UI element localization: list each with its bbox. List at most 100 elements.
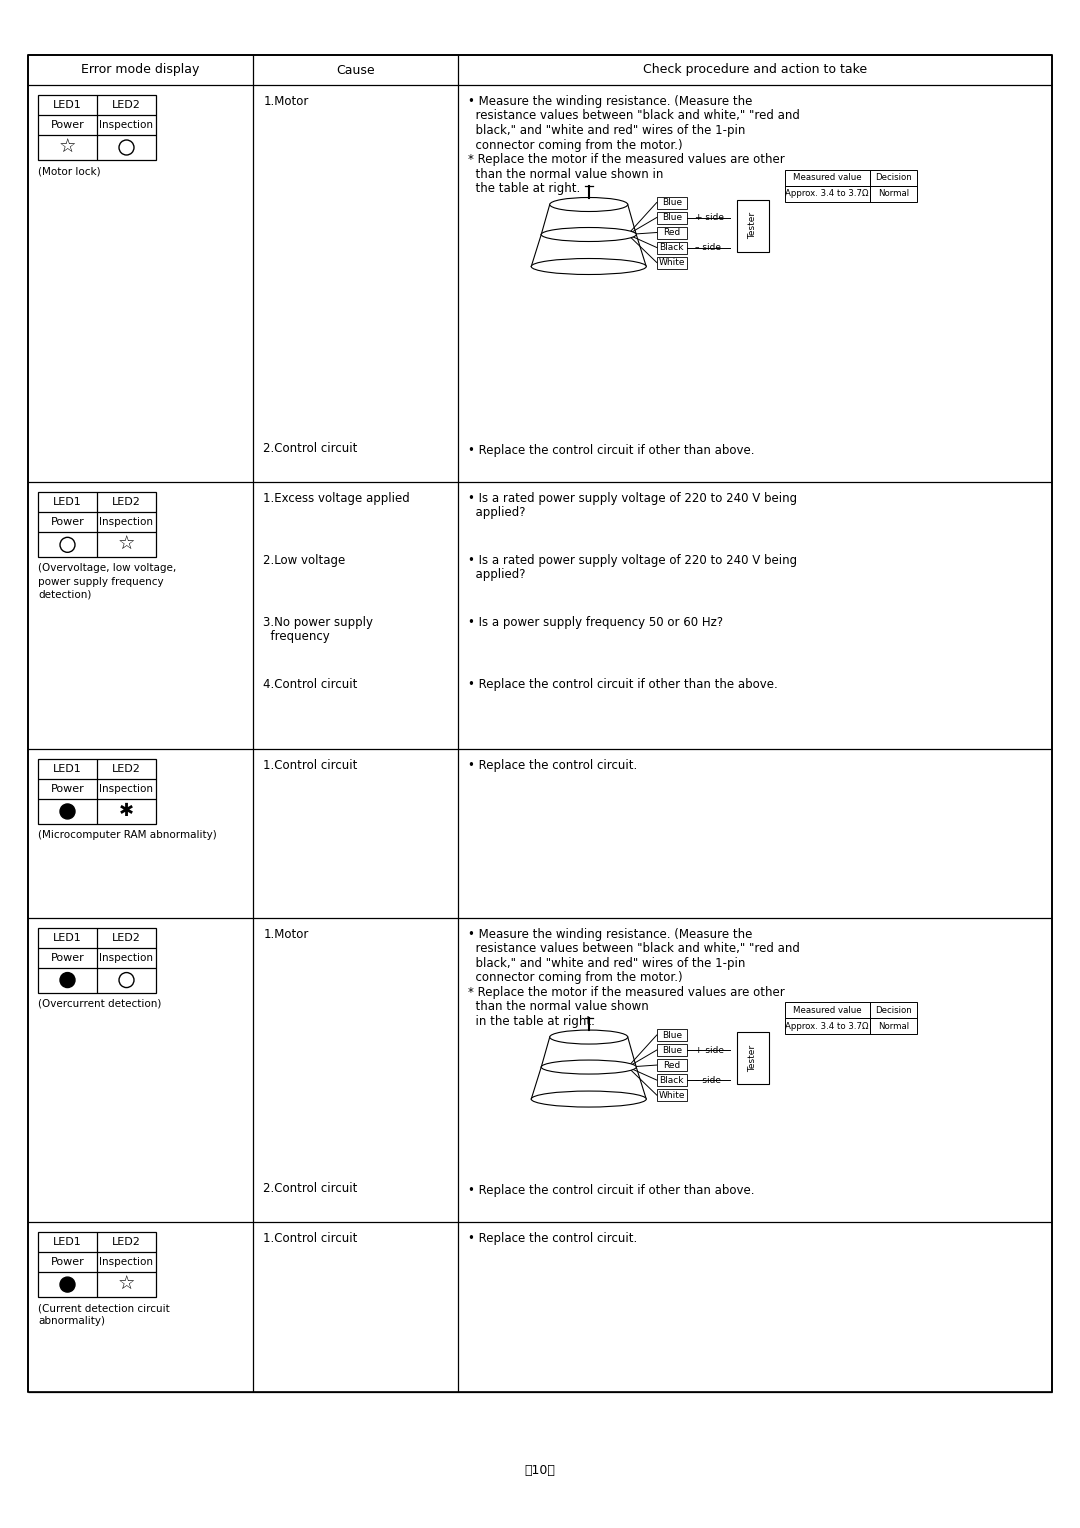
Text: resistance values between "black and white," "red and: resistance values between "black and whi… (468, 110, 800, 122)
Text: Inspection: Inspection (99, 1258, 153, 1267)
Text: 1.Control circuit: 1.Control circuit (264, 759, 357, 772)
Text: • Is a rated power supply voltage of 220 to 240 V being: • Is a rated power supply voltage of 220… (468, 492, 797, 506)
Bar (785, 1002, 869, 1018)
Bar (38, 492, 156, 558)
Text: LED1: LED1 (53, 1238, 82, 1247)
Text: connector coming from the motor.): connector coming from the motor.) (468, 139, 683, 151)
Text: －10－: －10－ (525, 1464, 555, 1476)
Text: Blue: Blue (662, 1045, 681, 1054)
Text: LED2: LED2 (112, 99, 140, 110)
Text: Decision: Decision (875, 173, 912, 182)
Text: Measured value: Measured value (793, 173, 862, 182)
Bar (657, 1059, 687, 1071)
Text: (Overcurrent detection): (Overcurrent detection) (38, 999, 161, 1008)
Bar (737, 1031, 769, 1083)
Text: * Replace the motor if the measured values are other: * Replace the motor if the measured valu… (468, 153, 785, 167)
Bar (657, 197, 687, 208)
Text: + side: + side (694, 212, 724, 222)
Text: LED2: LED2 (112, 932, 140, 943)
Text: • Replace the control circuit.: • Replace the control circuit. (468, 1232, 637, 1245)
Text: Tester: Tester (748, 212, 757, 238)
Bar (785, 185, 869, 202)
Text: 1.Motor: 1.Motor (264, 95, 309, 108)
Text: 1.Control circuit: 1.Control circuit (264, 1232, 357, 1245)
Text: • Replace the control circuit if other than above.: • Replace the control circuit if other t… (468, 1184, 755, 1196)
Bar (869, 170, 917, 185)
Text: • Measure the winding resistance. (Measure the: • Measure the winding resistance. (Measu… (468, 927, 753, 941)
Ellipse shape (550, 197, 627, 211)
Text: – side: – side (694, 243, 720, 252)
Bar (657, 1074, 687, 1086)
Bar (869, 185, 917, 202)
Text: LED1: LED1 (53, 497, 82, 507)
Text: 2.Low voltage: 2.Low voltage (264, 555, 346, 567)
Text: Inspection: Inspection (99, 518, 153, 527)
Bar (785, 1018, 869, 1034)
Text: Inspection: Inspection (99, 121, 153, 130)
Text: Blue: Blue (662, 1030, 681, 1039)
Text: • Measure the winding resistance. (Measure the: • Measure the winding resistance. (Measu… (468, 95, 753, 108)
Text: * Replace the motor if the measured values are other: * Replace the motor if the measured valu… (468, 986, 785, 999)
Text: in the table at right.: in the table at right. (468, 1015, 595, 1027)
Text: Approx. 3.4 to 3.7Ω: Approx. 3.4 to 3.7Ω (785, 189, 869, 199)
Text: Normal: Normal (878, 1022, 908, 1030)
Bar (869, 1002, 917, 1018)
Text: Power: Power (51, 1258, 84, 1267)
Ellipse shape (531, 1091, 646, 1108)
Text: – side: – side (694, 1076, 720, 1085)
Text: Red: Red (663, 1060, 680, 1070)
Bar (38, 759, 156, 824)
Text: black," and "white and red" wires of the 1-pin: black," and "white and red" wires of the… (468, 124, 745, 138)
Text: Measured value: Measured value (793, 1005, 862, 1015)
Text: 4.Control circuit: 4.Control circuit (264, 678, 357, 691)
Bar (737, 200, 769, 252)
Text: 3.No power supply: 3.No power supply (264, 616, 374, 630)
Text: • Is a power supply frequency 50 or 60 Hz?: • Is a power supply frequency 50 or 60 H… (468, 616, 724, 630)
Ellipse shape (531, 258, 646, 275)
Text: Error mode display: Error mode display (81, 64, 200, 76)
Text: + side: + side (694, 1045, 724, 1054)
Bar (657, 1089, 687, 1102)
Text: the table at right.: the table at right. (468, 182, 580, 196)
Bar (38, 95, 156, 160)
Text: Blue: Blue (662, 199, 681, 206)
Text: LED1: LED1 (53, 764, 82, 775)
Bar (38, 1232, 156, 1297)
Text: applied?: applied? (468, 506, 526, 520)
Ellipse shape (541, 1060, 636, 1074)
Text: (Current detection circuit
abnormality): (Current detection circuit abnormality) (38, 1303, 170, 1326)
Text: • Replace the control circuit.: • Replace the control circuit. (468, 759, 637, 772)
Text: Black: Black (660, 243, 684, 252)
Text: Power: Power (51, 952, 84, 963)
Ellipse shape (550, 1030, 627, 1044)
Text: ☆: ☆ (118, 1274, 135, 1294)
Bar (28, 55, 1052, 1392)
Text: LED1: LED1 (53, 932, 82, 943)
Text: Blue: Blue (662, 212, 681, 222)
Text: 2.Control circuit: 2.Control circuit (264, 1183, 357, 1195)
Text: Power: Power (51, 784, 84, 795)
Text: White: White (659, 258, 685, 267)
Text: Check procedure and action to take: Check procedure and action to take (643, 64, 867, 76)
Bar (657, 211, 687, 223)
Bar (38, 927, 156, 993)
Text: resistance values between "black and white," "red and: resistance values between "black and whi… (468, 943, 800, 955)
Text: 2.Control circuit: 2.Control circuit (264, 442, 357, 455)
Text: (Microcomputer RAM abnormality): (Microcomputer RAM abnormality) (38, 830, 217, 840)
Bar (657, 1044, 687, 1056)
Text: Black: Black (660, 1076, 684, 1085)
Circle shape (60, 972, 75, 987)
Text: black," and "white and red" wires of the 1-pin: black," and "white and red" wires of the… (468, 957, 745, 970)
Circle shape (60, 1277, 75, 1293)
Text: LED2: LED2 (112, 497, 140, 507)
Text: Decision: Decision (875, 1005, 912, 1015)
Text: than the normal value shown: than the normal value shown (468, 999, 649, 1013)
Bar (657, 226, 687, 238)
Text: ☆: ☆ (118, 535, 135, 555)
Text: connector coming from the motor.): connector coming from the motor.) (468, 972, 683, 984)
Ellipse shape (541, 228, 636, 241)
Text: LED2: LED2 (112, 764, 140, 775)
Text: (Overvoltage, low voltage,
power supply frequency
detection): (Overvoltage, low voltage, power supply … (38, 564, 176, 599)
Bar (785, 170, 869, 185)
Text: White: White (659, 1091, 685, 1100)
